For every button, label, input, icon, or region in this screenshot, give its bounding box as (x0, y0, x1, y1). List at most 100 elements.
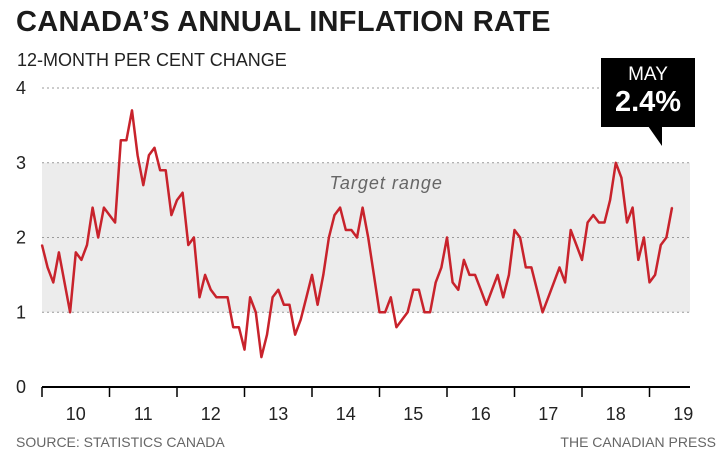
data-point (283, 303, 285, 306)
data-point (569, 229, 572, 231)
data-point (187, 244, 190, 246)
data-point (153, 147, 156, 149)
data-point (558, 266, 561, 269)
data-point (406, 311, 409, 314)
y-tick-label: 2 (16, 228, 26, 248)
data-point (108, 214, 111, 216)
y-tick-label: 3 (16, 153, 26, 173)
data-point (541, 311, 544, 314)
data-point (288, 303, 291, 306)
data-point (311, 274, 313, 276)
data-point (659, 244, 662, 246)
data-point (125, 139, 128, 142)
data-point (553, 281, 555, 284)
data-point (142, 184, 145, 186)
data-point (631, 206, 634, 209)
callout-pointer (648, 126, 662, 146)
data-point (513, 229, 516, 231)
data-point (299, 318, 302, 321)
data-point (468, 274, 471, 276)
x-tick-label: 14 (336, 404, 356, 424)
data-point (665, 236, 668, 239)
data-point (671, 206, 673, 209)
data-point (620, 176, 623, 179)
data-point (193, 236, 195, 239)
data-point (547, 296, 550, 299)
data-point (103, 206, 105, 209)
data-point (491, 289, 493, 291)
data-point (339, 206, 341, 209)
credit-note: THE CANADIAN PRESS (560, 434, 716, 450)
data-point (131, 109, 133, 112)
data-point (598, 221, 600, 224)
latest-value-callout: MAY 2.4% (601, 58, 695, 127)
data-point (401, 318, 403, 321)
data-point (86, 244, 88, 246)
data-point (637, 259, 640, 261)
data-point (80, 259, 83, 261)
x-tick-label: 18 (606, 404, 626, 424)
x-tick-label: 11 (134, 404, 153, 424)
data-point (159, 169, 161, 172)
data-point (423, 311, 426, 314)
data-point (648, 281, 651, 284)
chart-title: CANADA’S ANNUAL INFLATION RATE (16, 6, 551, 38)
data-point (333, 214, 336, 216)
data-point (350, 229, 353, 231)
data-point (581, 259, 583, 261)
chart-subtitle: 12-MONTH PER CENT CHANGE (17, 50, 287, 70)
data-point (52, 281, 55, 284)
x-tick-label: 13 (268, 404, 288, 424)
data-point (97, 236, 100, 239)
data-point (586, 221, 589, 224)
x-tick-label: 16 (471, 404, 491, 424)
data-point (221, 296, 223, 299)
data-point (176, 199, 178, 201)
data-point (238, 326, 240, 329)
data-point (328, 236, 330, 239)
x-tick-label: 19 (673, 404, 693, 424)
data-point (463, 259, 465, 261)
data-point (69, 311, 71, 314)
data-point (243, 348, 246, 351)
data-point (266, 333, 268, 336)
data-point (502, 296, 505, 299)
data-point (457, 289, 460, 291)
data-point (271, 296, 274, 299)
data-point (474, 274, 476, 276)
data-point (148, 154, 150, 157)
data-point (485, 303, 488, 306)
data-point (384, 311, 386, 314)
data-point (181, 191, 184, 194)
data-point (418, 289, 420, 291)
data-point (508, 274, 510, 276)
data-point (322, 274, 325, 276)
data-point (451, 281, 454, 284)
data-point (654, 274, 656, 276)
data-point (204, 274, 206, 276)
data-point (209, 289, 212, 291)
data-point (412, 289, 415, 291)
data-point (626, 221, 628, 224)
data-point (215, 296, 218, 299)
data-point (373, 274, 375, 276)
callout-value: 2.4% (614, 86, 682, 118)
data-point (592, 214, 595, 216)
data-point (305, 296, 308, 299)
x-tick-label: 17 (538, 404, 558, 424)
data-point (63, 281, 66, 284)
callout-month: MAY (628, 64, 668, 85)
target-range-label: Target range (330, 173, 443, 193)
data-point (440, 266, 443, 269)
data-point (226, 296, 229, 299)
source-note: SOURCE: STATISTICS CANADA (16, 434, 225, 450)
data-point (119, 139, 122, 142)
data-point (164, 169, 167, 172)
data-point (519, 236, 521, 239)
data-point (114, 221, 116, 224)
data-point (260, 356, 263, 358)
data-point (232, 326, 235, 329)
data-point (170, 214, 173, 216)
data-point (564, 281, 566, 284)
